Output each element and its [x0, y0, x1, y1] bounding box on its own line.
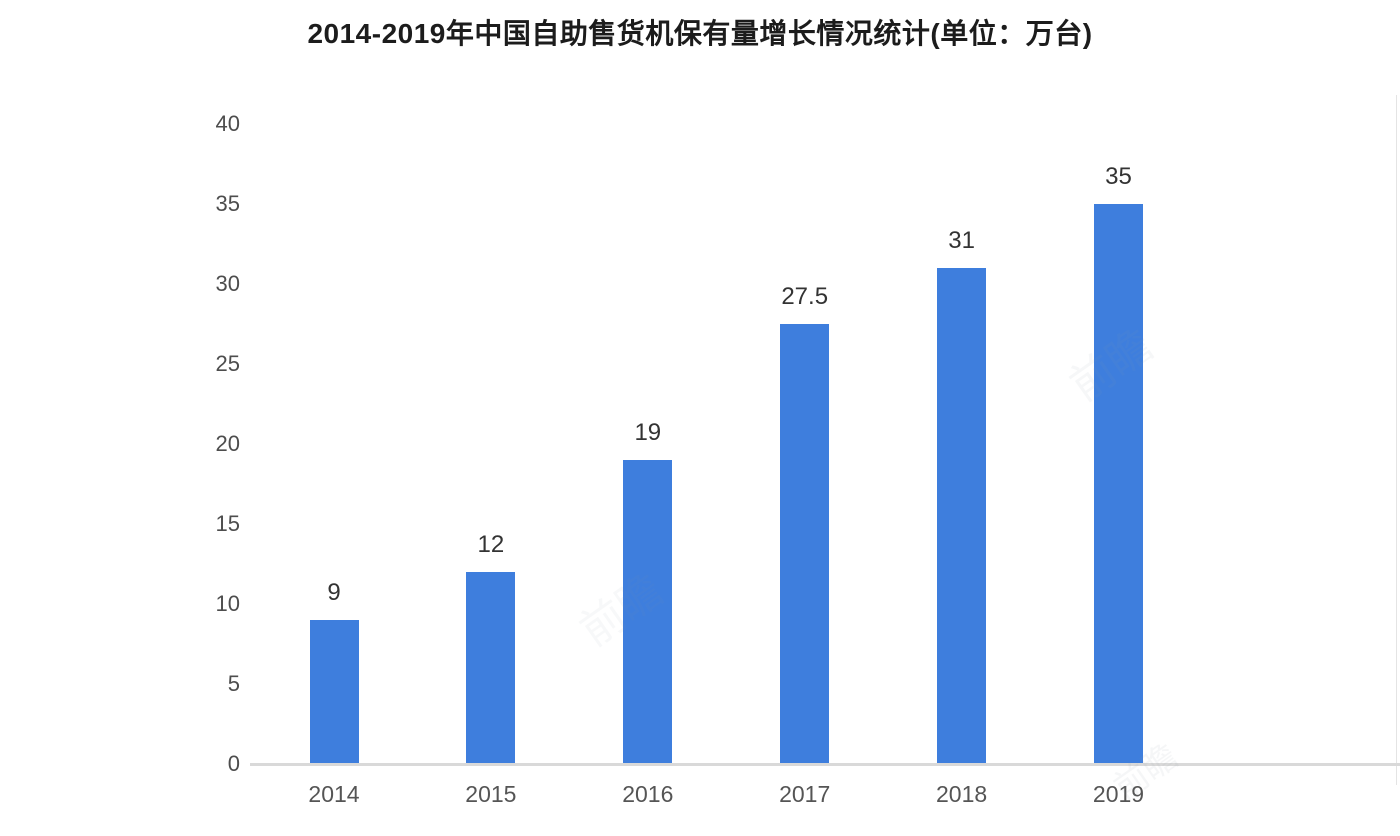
bar-value-label: 27.5 — [781, 283, 829, 310]
bar-2016 — [623, 460, 673, 764]
page-edge-artifact — [1396, 95, 1397, 785]
y-axis-tick-label: 35 — [215, 191, 240, 216]
y-axis-tick-label: 10 — [215, 591, 240, 616]
x-axis-tick-label: 2016 — [622, 781, 674, 807]
bar-value-label: 31 — [948, 227, 975, 254]
x-axis-tick-label: 2014 — [308, 781, 360, 807]
bar-2015 — [466, 572, 516, 764]
x-axis-tick-label: 2018 — [936, 781, 988, 807]
bar-value-label: 12 — [477, 531, 505, 558]
y-axis-tick-label: 30 — [215, 271, 240, 296]
bar-2014 — [309, 620, 359, 764]
bar-2018 — [937, 268, 987, 764]
x-axis-tick-label: 2019 — [1092, 781, 1145, 807]
chart-title: 2014-2019年中国自助售货机保有量增长情况统计(单位：万台) — [307, 18, 1093, 49]
x-axis-tick-label: 2017 — [779, 781, 831, 807]
y-axis-tick-label: 25 — [215, 351, 240, 376]
bar-value-label: 35 — [1105, 163, 1132, 190]
bar-2017 — [780, 324, 830, 764]
bar-value-label: 19 — [634, 419, 662, 446]
bar-value-label: 9 — [327, 579, 341, 606]
y-axis-tick-label: 40 — [215, 111, 240, 136]
y-axis-tick-label: 5 — [227, 671, 240, 696]
x-axis-tick-label: 2015 — [465, 781, 517, 807]
y-axis-tick-label: 15 — [215, 511, 240, 536]
x-axis-line — [250, 763, 1400, 766]
y-axis-tick-label: 20 — [215, 431, 240, 456]
bar-2019 — [1094, 204, 1143, 764]
y-axis-tick-label: 0 — [227, 751, 240, 776]
